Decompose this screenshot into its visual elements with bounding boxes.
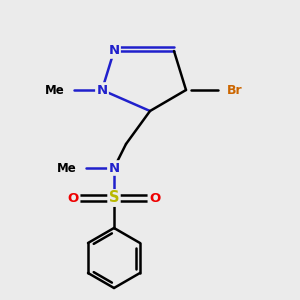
Text: N: N [108,44,120,58]
Text: Me: Me [45,83,64,97]
Text: Br: Br [226,83,242,97]
Text: N: N [108,161,120,175]
Text: N: N [96,83,108,97]
Text: O: O [149,191,160,205]
Text: O: O [68,191,79,205]
Text: Me: Me [57,161,76,175]
Text: S: S [109,190,119,206]
